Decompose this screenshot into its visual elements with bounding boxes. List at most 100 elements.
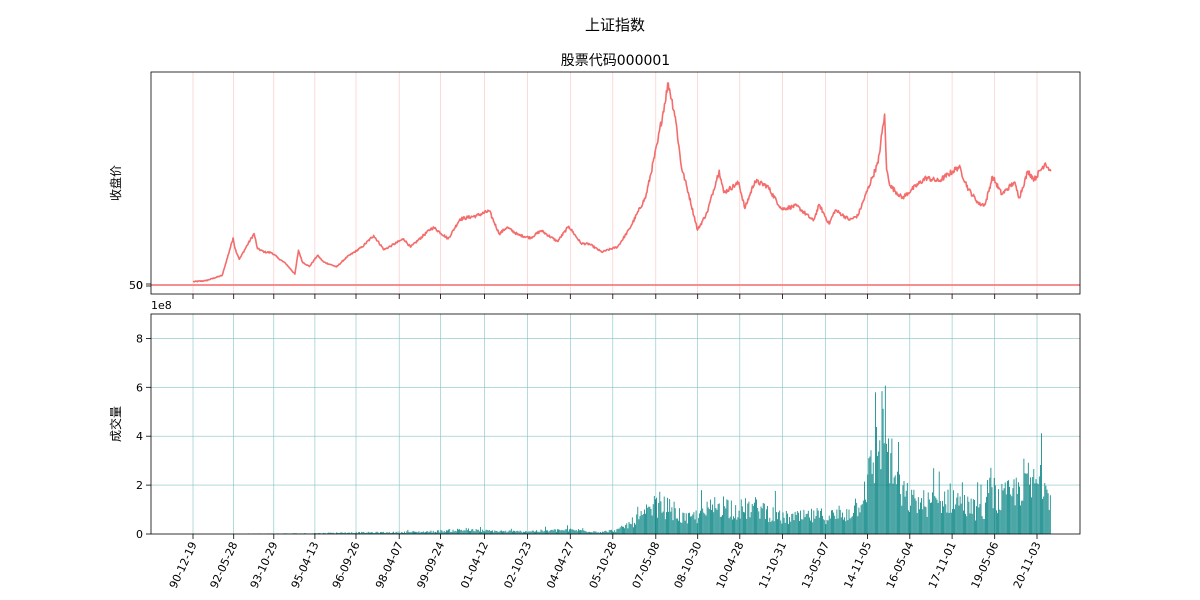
volume-bar [809, 517, 810, 534]
volume-bar [1019, 486, 1020, 534]
volume-bar [425, 532, 426, 534]
volume-bar [761, 508, 763, 534]
volume-bar [891, 438, 893, 534]
volume-bar [685, 513, 687, 534]
volume-bar [767, 505, 768, 534]
volume-bar [743, 511, 744, 534]
volume-bar [483, 530, 485, 534]
volume-bar [978, 507, 980, 534]
volume-bar [491, 530, 492, 534]
volume-bar [901, 505, 903, 534]
volume-bar [851, 516, 853, 534]
volume-bar [726, 499, 728, 534]
volume-bar [674, 508, 676, 534]
volume-bar [950, 512, 952, 534]
volume-bar [367, 531, 369, 534]
volume-bar [443, 530, 445, 534]
volume-bar [1049, 495, 1051, 534]
volume-bar [794, 511, 796, 534]
volume-bar [600, 531, 601, 534]
volume-bar [405, 532, 407, 534]
volume-bar [337, 532, 338, 534]
volume-ylabel: 成交量 [108, 406, 123, 442]
volume-bar [398, 531, 400, 534]
volume-bar [441, 530, 443, 534]
volume-bar [912, 494, 914, 534]
volume-bar [829, 518, 831, 534]
volume-bar [935, 497, 937, 534]
volume-bar [322, 532, 324, 534]
volume-bar [799, 520, 800, 534]
volume-bar [614, 530, 616, 534]
volume-bar [579, 530, 580, 534]
volume-bar [828, 515, 830, 534]
volume-bar [472, 528, 474, 534]
volume-bar [510, 528, 512, 534]
volume-bar [601, 532, 602, 534]
volume-bar [633, 527, 634, 534]
volume-bar [774, 490, 776, 534]
volume-bar [528, 531, 530, 534]
volume-bar [498, 531, 500, 534]
volume-bar [336, 532, 337, 534]
volume-bar [440, 529, 442, 534]
volume-bar [954, 509, 955, 534]
price-plot-area [151, 72, 1080, 294]
volume-bar [834, 515, 836, 534]
volume-bar [706, 501, 708, 534]
volume-bar [377, 532, 379, 534]
volume-bar [319, 532, 321, 534]
volume-bar [331, 533, 333, 534]
volume-bar [641, 515, 643, 534]
volume-bar [925, 507, 927, 534]
volume-bar [365, 532, 367, 534]
volume-bar [391, 533, 392, 534]
volume-bar [660, 501, 662, 534]
volume-bar [388, 531, 390, 534]
volume-bar [930, 502, 931, 534]
volume-bar [562, 530, 564, 534]
volume-bar [549, 530, 551, 534]
volume-bar [382, 532, 383, 534]
volume-bar [789, 517, 790, 534]
volume-bar [444, 531, 446, 534]
volume-bar [605, 530, 607, 534]
volume-ytick-label: 2 [136, 479, 143, 492]
volume-bar [1044, 482, 1046, 534]
volume-bar [647, 507, 649, 534]
volume-bar [873, 483, 875, 534]
volume-bar [969, 513, 971, 534]
volume-bar [717, 504, 719, 534]
volume-bar [931, 502, 932, 534]
volume-bar [428, 532, 430, 534]
volume-bar [366, 532, 368, 534]
price-axes-frame [150, 71, 1081, 295]
volume-bar [553, 529, 555, 534]
volume-bar [747, 503, 749, 534]
volume-bar [499, 530, 501, 534]
volume-bar [525, 531, 526, 534]
volume-bar [859, 512, 861, 534]
volume-bar [801, 519, 803, 534]
volume-bar [611, 529, 612, 534]
volume-bar [477, 529, 479, 534]
volume-bar [389, 532, 391, 534]
volume-bar [413, 531, 414, 534]
volume-xtick-label: 07-05-08 [630, 540, 663, 591]
volume-bar [792, 513, 794, 534]
volume-bar [556, 531, 557, 534]
volume-bar [482, 529, 484, 534]
volume-bar [667, 497, 668, 534]
volume-bar [730, 500, 732, 534]
volume-bar [942, 500, 943, 534]
volume-multiplier: 1e8 [151, 299, 172, 312]
volume-bar [494, 530, 496, 534]
volume-bar [817, 510, 819, 534]
volume-bar [880, 469, 882, 534]
volume-bar [769, 517, 771, 534]
volume-bar [565, 529, 567, 534]
volume-bar [803, 509, 805, 534]
volume-bar [323, 533, 325, 534]
volume-bar [427, 531, 429, 534]
volume-bar [669, 499, 671, 534]
